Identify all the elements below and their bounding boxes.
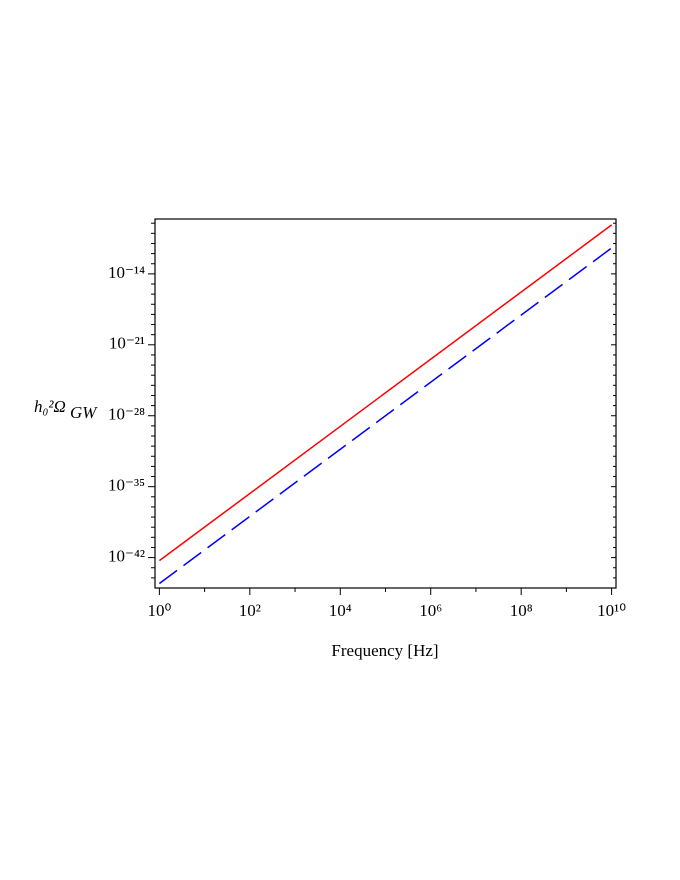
y-tick-label: 10⁻²¹ — [109, 334, 145, 353]
y-tick-label: 10⁻³⁵ — [108, 476, 145, 495]
x-axis-label: Frequency [Hz] — [331, 641, 438, 660]
x-tick-label: 10⁸ — [510, 601, 533, 620]
x-tick-label: 10⁴ — [329, 601, 352, 620]
plot-frame — [154, 218, 617, 589]
x-tick-label: 10⁰ — [147, 601, 171, 620]
y-tick-label: 10⁻¹⁴ — [108, 263, 145, 282]
y-tick-label: 10⁻²⁸ — [108, 405, 145, 424]
data-line — [158, 247, 613, 585]
y-axis-label-subscript: GW — [70, 403, 98, 422]
y-tick-label: 10⁻⁴² — [108, 547, 145, 566]
x-tick-label: 10² — [239, 601, 261, 620]
data-line — [158, 224, 613, 562]
x-tick-label: 10⁶ — [419, 601, 442, 620]
x-tick-label: 10¹⁰ — [597, 601, 626, 620]
y-axis-label: h₀²Ω — [34, 397, 66, 416]
